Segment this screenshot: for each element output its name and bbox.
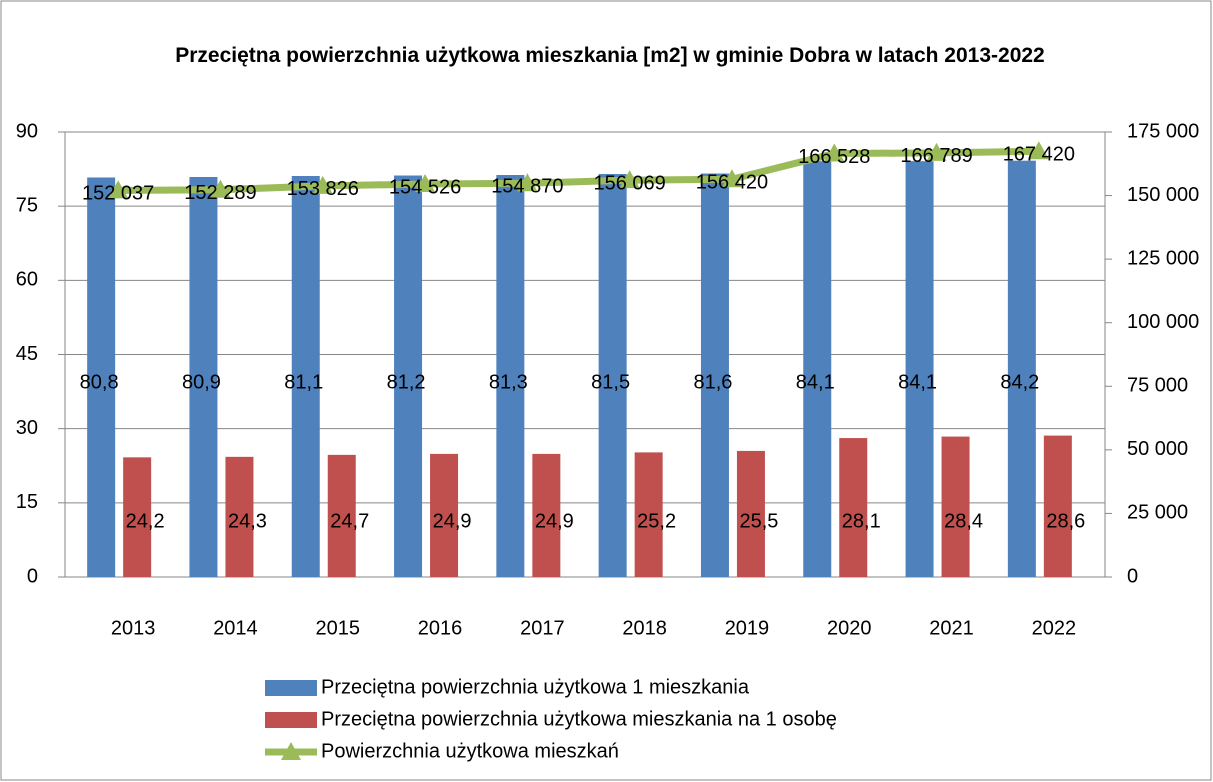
y2-tick-label: 25 000 <box>1127 502 1188 524</box>
bar <box>736 450 765 577</box>
legend-label: Przeciętna powierzchnia użytkowa 1 miesz… <box>321 676 750 698</box>
y2-tick-label: 125 000 <box>1127 247 1199 269</box>
line-marker <box>824 143 845 162</box>
bar <box>189 176 218 577</box>
data-label: 154 870 <box>491 175 563 197</box>
data-label: 166 528 <box>798 146 870 168</box>
data-label: 84,1 <box>898 371 937 393</box>
legend-label: Przeciętna powierzchnia użytkowa mieszka… <box>321 708 837 730</box>
bar <box>394 175 423 577</box>
bar <box>291 176 320 577</box>
y-tick-label: 15 <box>16 491 38 513</box>
line-marker <box>415 174 436 193</box>
bar <box>496 175 525 577</box>
x-tick-label: 2014 <box>213 617 258 639</box>
data-label: 166 789 <box>900 145 972 167</box>
legend-label: Powierzchnia użytkowa mieszkań <box>321 740 619 762</box>
line-marker <box>721 169 742 188</box>
data-label: 81,6 <box>693 371 732 393</box>
x-tick-label: 2021 <box>929 617 974 639</box>
bar <box>532 453 561 577</box>
bar <box>87 177 116 577</box>
data-label: 152 037 <box>82 183 154 205</box>
data-label: 25,5 <box>739 510 778 532</box>
x-tick-label: 2013 <box>111 617 156 639</box>
data-label: 81,3 <box>489 371 528 393</box>
data-label: 154 526 <box>389 176 461 198</box>
bar <box>803 161 832 577</box>
y2-tick-label: 50 000 <box>1127 438 1188 460</box>
data-label: 81,2 <box>387 371 426 393</box>
legend-marker <box>281 742 301 760</box>
legend-swatch <box>265 712 317 728</box>
y2-tick-label: 150 000 <box>1127 184 1199 206</box>
legend-swatch <box>265 680 317 696</box>
bar <box>905 161 934 577</box>
y2-tick-label: 175 000 <box>1127 120 1199 142</box>
bar <box>430 453 459 577</box>
bar <box>123 457 152 577</box>
bar <box>1043 435 1072 577</box>
line-marker <box>1028 141 1049 160</box>
x-tick-label: 2018 <box>622 617 667 639</box>
line-marker <box>926 142 947 161</box>
y-tick-label: 75 <box>16 194 38 216</box>
x-tick-label: 2020 <box>827 617 872 639</box>
line-marker <box>619 170 640 189</box>
y2-tick-label: 75 000 <box>1127 375 1188 397</box>
y-tick-label: 90 <box>16 120 38 142</box>
x-tick-label: 2022 <box>1032 617 1077 639</box>
y-tick-label: 0 <box>27 565 38 587</box>
data-label: 156 420 <box>696 172 768 194</box>
line-marker <box>517 173 538 192</box>
data-label: 80,9 <box>182 371 221 393</box>
data-label: 24,9 <box>535 510 574 532</box>
x-tick-label: 2019 <box>725 617 770 639</box>
data-label: 28,4 <box>944 510 983 532</box>
chart-title: Przeciętna powierzchnia użytkowa mieszka… <box>175 44 1045 67</box>
line <box>118 147 1039 194</box>
data-label: 152 289 <box>184 182 256 204</box>
line-marker <box>312 175 333 194</box>
line-marker <box>210 179 231 198</box>
bar <box>700 173 729 578</box>
data-label: 24,2 <box>126 510 165 532</box>
bar <box>225 456 254 577</box>
data-label: 81,1 <box>284 371 323 393</box>
data-label: 153 826 <box>287 178 359 200</box>
bar <box>327 454 356 577</box>
bar <box>839 438 868 577</box>
x-tick-label: 2017 <box>520 617 565 639</box>
data-label: 81,5 <box>591 371 630 393</box>
bar <box>598 174 627 577</box>
data-label: 24,3 <box>228 510 267 532</box>
data-label: 156 069 <box>594 172 666 194</box>
y2-tick-label: 100 000 <box>1127 311 1199 333</box>
x-tick-label: 2015 <box>316 617 361 639</box>
data-label: 28,1 <box>842 510 881 532</box>
y-tick-label: 60 <box>16 269 38 291</box>
data-label: 84,2 <box>1000 371 1039 393</box>
data-label: 80,8 <box>80 371 119 393</box>
data-label: 28,6 <box>1046 510 1085 532</box>
bar <box>941 436 970 577</box>
y-tick-label: 30 <box>16 417 38 439</box>
data-label: 24,9 <box>433 510 472 532</box>
data-label: 24,7 <box>330 510 369 532</box>
data-label: 84,1 <box>796 371 835 393</box>
data-label: 25,2 <box>637 510 676 532</box>
bar <box>1007 160 1036 577</box>
x-tick-label: 2016 <box>418 617 463 639</box>
line-marker <box>108 180 129 199</box>
bar <box>634 452 663 577</box>
data-label: 167 420 <box>1003 144 1075 166</box>
y-tick-label: 45 <box>16 343 38 365</box>
y2-tick-label: 0 <box>1127 565 1138 587</box>
